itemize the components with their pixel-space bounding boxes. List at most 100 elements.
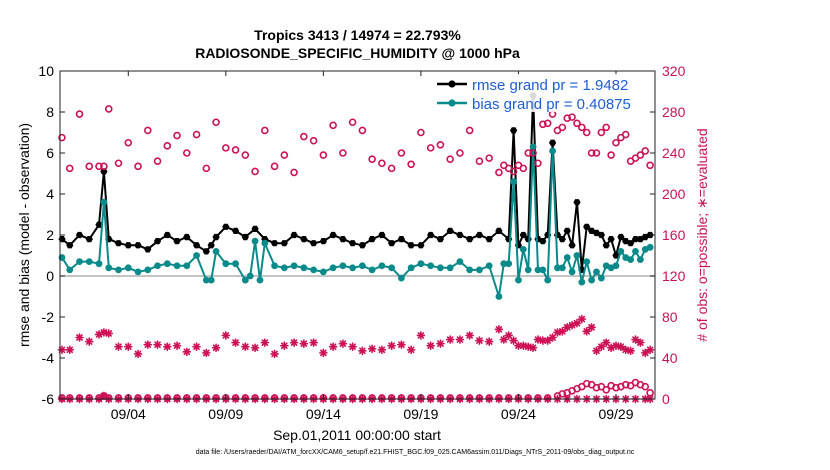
obs-possible-point xyxy=(587,149,596,157)
rmse-point xyxy=(495,227,503,234)
obs-possible-point xyxy=(539,120,547,129)
obs-possible-point xyxy=(607,151,615,159)
obs-evaluated-point xyxy=(445,335,455,344)
obs-evaluated-point xyxy=(231,338,240,347)
obs-evaluated-point xyxy=(270,349,279,359)
obs-evaluated-point xyxy=(406,345,416,355)
legend-label: rmse grand pr = 1.9482 xyxy=(472,77,628,94)
obs-evaluated-point xyxy=(548,333,557,342)
x-axis-label: Sep.01,2011 00:00:00 start xyxy=(273,427,441,443)
bias-point xyxy=(397,274,405,282)
obs-possible-point xyxy=(241,151,250,159)
chart-title: Tropics 3413 / 14974 = 22.793% xyxy=(254,27,461,43)
obs-possible-point xyxy=(339,149,347,157)
rmse-point xyxy=(310,240,318,247)
x-tick-label: 09/24 xyxy=(501,406,536,422)
obs-evaluated-point xyxy=(162,342,172,352)
legend-box xyxy=(433,74,643,112)
obs-possible-point xyxy=(143,126,152,135)
rmse-point xyxy=(583,223,591,230)
obs-possible-point xyxy=(426,144,435,152)
bias-point xyxy=(583,258,591,266)
obs-possible-point xyxy=(465,126,474,135)
obs-evaluated-point xyxy=(377,345,387,355)
obs-evaluated-point xyxy=(338,339,348,348)
obs-possible-point xyxy=(509,167,518,176)
obs-evaluated-point xyxy=(241,342,250,352)
obs-evaluated-point xyxy=(299,339,309,348)
bias-point xyxy=(193,252,200,259)
bias-point xyxy=(646,243,654,251)
obs-evaluated-point xyxy=(289,338,299,347)
bias-point xyxy=(173,262,181,270)
rmse-point xyxy=(358,242,366,249)
x-tick-label: 09/29 xyxy=(598,406,633,422)
obs-possible-point xyxy=(436,141,445,149)
obs-possible-point xyxy=(563,114,572,122)
obs-possible-point xyxy=(568,113,576,121)
rmse-point xyxy=(202,248,210,255)
obs-evaluated-point xyxy=(182,347,192,357)
y-right-tick-label: 0 xyxy=(662,391,670,407)
obs-possible-point xyxy=(85,162,94,171)
obs-evaluated-point xyxy=(484,337,494,346)
obs-possible-point xyxy=(173,131,181,140)
obs-possible-point xyxy=(446,155,454,163)
bias-point xyxy=(563,254,571,261)
bias-point xyxy=(549,147,556,155)
rmse-point xyxy=(627,240,635,247)
obs-possible-point xyxy=(602,385,611,394)
bias-point xyxy=(578,278,586,286)
obs-possible-point xyxy=(183,149,191,157)
bias-point xyxy=(105,264,113,272)
bias-point xyxy=(144,266,152,274)
bias-point xyxy=(539,266,547,274)
rmse-point xyxy=(378,231,386,239)
legend-label: bias grand pr = 0.40875 xyxy=(472,96,631,113)
bias-point xyxy=(134,268,142,276)
bias-point xyxy=(212,248,220,255)
bias-point xyxy=(510,178,517,186)
obs-evaluated-point xyxy=(465,331,474,340)
rmse-point xyxy=(329,231,337,239)
bias-point xyxy=(222,260,230,268)
y-tick-label: 2 xyxy=(46,227,54,243)
bias-point xyxy=(612,262,620,270)
obs-possible-point xyxy=(543,119,552,128)
y-right-tick-label: 320 xyxy=(662,63,686,79)
bias-point xyxy=(519,245,527,253)
obs-possible-point xyxy=(251,167,259,176)
bias-point xyxy=(163,260,171,268)
obs-possible-point xyxy=(621,130,630,139)
bias-point xyxy=(476,266,483,274)
obs-possible-point xyxy=(134,162,142,171)
obs-possible-point xyxy=(231,146,240,154)
bias-point xyxy=(597,274,605,282)
rmse-point xyxy=(485,236,493,243)
series-line-bias xyxy=(61,146,651,297)
obs-evaluated-point xyxy=(319,348,328,358)
rmse-point xyxy=(427,231,435,239)
rmse-point xyxy=(66,242,74,249)
y-right-tick-label: 120 xyxy=(662,268,686,284)
rmse-point xyxy=(280,240,288,247)
rmse-point xyxy=(232,227,240,234)
bias-point xyxy=(573,252,581,259)
obs-possible-point xyxy=(329,121,337,130)
rmse-point xyxy=(436,236,444,243)
rmse-point xyxy=(95,221,103,228)
obs-possible-point xyxy=(368,155,376,163)
rmse-point xyxy=(407,242,415,249)
bias-point xyxy=(515,276,522,284)
rmse-point xyxy=(519,231,527,239)
y-right-tick-label: 280 xyxy=(662,104,686,120)
obs-possible-point xyxy=(378,159,386,168)
bias-point xyxy=(154,262,161,270)
bias-point xyxy=(529,143,537,151)
rmse-point xyxy=(153,238,162,245)
bias-point xyxy=(446,264,454,272)
rmse-point xyxy=(568,242,576,249)
bias-point xyxy=(636,256,644,263)
obs-evaluated-point xyxy=(577,314,587,324)
rmse-point xyxy=(549,139,557,146)
